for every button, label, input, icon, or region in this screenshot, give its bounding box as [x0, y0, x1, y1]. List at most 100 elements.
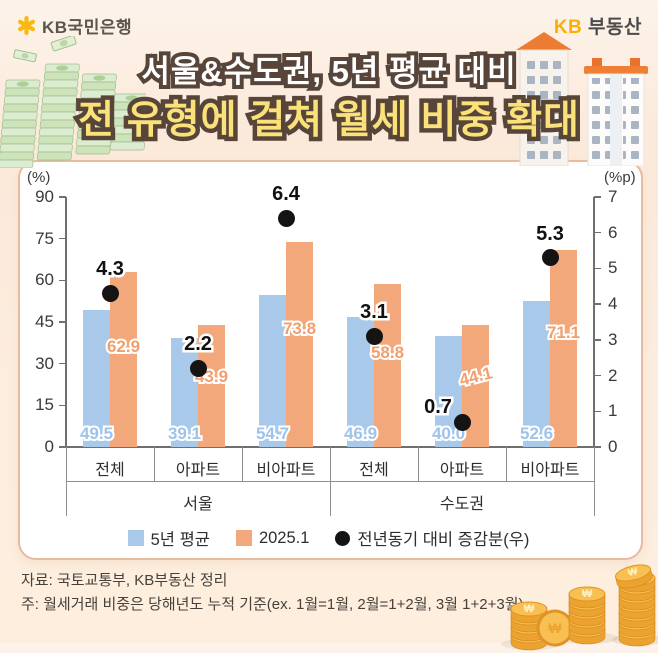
legend-label: 5년 평균 — [150, 531, 210, 549]
legend-label: 전년동기 대비 증감분(우) — [357, 531, 530, 549]
right-tick-label: 3 — [608, 329, 618, 349]
won-coin-icon: ₩ ₩ ₩ ₩ — [501, 561, 658, 651]
left-tick-label: 60 — [35, 270, 54, 290]
page-title-line1: 서울&수도권, 5년 평균 대비 서울&수도권, 5년 평균 대비 — [0, 50, 658, 94]
dot-value-label: 4.3 4.3 — [94, 256, 127, 283]
method-note: 주: 월세거래 비중은 당해년도 누적 기준(ex. 1월=1월, 2월=1+2… — [21, 596, 524, 613]
right-tick-mark — [594, 374, 601, 377]
bar-value-5yr-avg: 49.5 49.5 — [78, 422, 115, 445]
bar-value-5yr-avg: 52.6 52.6 — [518, 422, 555, 445]
brand-name-text: 부동산 — [588, 17, 642, 38]
right-tick-mark — [594, 410, 601, 412]
right-tick-mark — [594, 446, 601, 448]
right-tick-mark — [594, 232, 601, 234]
bar-5yr-avg — [259, 295, 286, 447]
svg-text:₩: ₩ — [524, 603, 535, 615]
category-label: 아파트 — [175, 462, 221, 479]
bar-value-2025: 71.1 71.1 — [545, 321, 582, 344]
right-tick-mark — [594, 196, 601, 198]
right-tick-label: 4 — [608, 294, 618, 314]
right-axis-line — [593, 197, 595, 447]
left-axis-unit: (%) — [27, 169, 51, 186]
category-separator — [418, 447, 420, 481]
left-tick-label: 15 — [35, 395, 54, 415]
bar-value-5yr-avg: 40.0 40.0 — [430, 422, 467, 445]
svg-text:₩: ₩ — [627, 566, 639, 579]
footer-notes: 자료: 국토교통부, KB부동산 정리 주: 월세거래 비중은 당해년도 누적 … — [21, 569, 524, 617]
group-label: 수도권 — [439, 496, 485, 513]
title-line1-text: 서울&수도권, 5년 평균 대비 — [141, 54, 517, 89]
left-tick-mark — [59, 404, 66, 407]
brand-kb-text: KB — [553, 17, 583, 38]
category-label: 전체 — [359, 462, 389, 479]
right-tick-mark — [594, 267, 601, 270]
category-label: 비아파트 — [520, 462, 580, 479]
yoy-change-dot — [189, 359, 207, 377]
dot-value-label: 0.7 0.7 — [422, 394, 455, 421]
group-separator — [330, 447, 332, 516]
x-axis-line — [66, 446, 594, 448]
group-separator — [594, 447, 596, 516]
bar-value-2025: 58.8 58.8 — [369, 341, 406, 364]
yoy-change-dot — [277, 209, 295, 227]
left-tick-mark — [59, 237, 66, 240]
svg-text:₩: ₩ — [582, 588, 593, 600]
left-tick-mark — [59, 362, 66, 365]
bar-2025 — [550, 249, 577, 447]
bar-value-5yr-avg: 54.7 54.7 — [254, 422, 291, 445]
category-separator — [242, 447, 244, 481]
building-icon — [516, 32, 648, 166]
yoy-change-dot — [541, 249, 559, 267]
chart-legend: 5년 평균 2025.1 전년동기 대비 증감분(우) — [18, 524, 639, 552]
legend-item: 전년동기 대비 증감분(우) — [335, 526, 529, 550]
right-tick-label: 1 — [608, 401, 618, 421]
category-label: 아파트 — [439, 462, 485, 479]
right-tick-mark — [594, 339, 601, 341]
left-tick-label: 75 — [35, 228, 54, 248]
right-tick-mark — [594, 303, 601, 305]
category-label: 전체 — [95, 462, 125, 479]
yoy-change-dot — [101, 284, 119, 302]
dot-value-label: 3.1 3.1 — [358, 299, 391, 326]
bar-2025 — [286, 242, 313, 447]
dot-value-label: 6.4 6.4 — [270, 181, 303, 208]
title-line2-text: 전 유형에 걸쳐 월세 비중 확대 — [78, 99, 580, 142]
legend-square-marker — [127, 530, 144, 546]
left-tick-label: 90 — [35, 187, 54, 206]
bar-2025 — [110, 272, 137, 447]
bar-2025 — [374, 283, 401, 447]
bar-value-2025: 62.9 62.9 — [105, 335, 142, 358]
right-tick-label: 5 — [608, 258, 618, 278]
left-tick-label: 0 — [44, 437, 54, 456]
building-back — [516, 32, 572, 166]
left-tick-mark — [59, 321, 66, 323]
bar-5yr-avg — [171, 338, 198, 447]
title-line1-outline: 서울&수도권, 5년 평균 대비 — [137, 50, 519, 93]
legend-dot-marker — [335, 530, 351, 546]
right-tick-label: 7 — [608, 187, 618, 206]
right-tick-label: 6 — [608, 222, 618, 242]
right-tick-label: 0 — [608, 437, 618, 456]
right-tick-label: 2 — [608, 365, 618, 385]
page-title: 서울&수도권, 5년 평균 대비 서울&수도권, 5년 평균 대비 전 유형에 … — [0, 50, 658, 147]
bar-2025 — [198, 325, 225, 447]
svg-text:₩: ₩ — [548, 620, 562, 636]
kb-bank-logo: KB국민은행 — [16, 13, 132, 38]
legend-item: 2025.1 — [235, 529, 309, 548]
left-tick-mark — [59, 196, 66, 198]
bank-logo-text: KB국민은행 — [42, 18, 133, 37]
right-axis-unit: (%p) — [604, 169, 636, 186]
money-stack-icon — [0, 36, 146, 168]
category-separator — [506, 447, 508, 481]
group-separator — [66, 447, 68, 516]
category-label: 비아파트 — [256, 462, 316, 479]
title-line2-outline: 전 유형에 걸쳐 월세 비중 확대 — [74, 95, 584, 147]
kb-star-icon — [18, 16, 35, 35]
bar-5yr-avg — [83, 309, 110, 447]
group-label: 서울 — [183, 496, 213, 513]
category-separator — [154, 447, 156, 481]
left-tick-label: 30 — [35, 353, 54, 373]
building-front — [584, 58, 648, 166]
bar-5yr-avg — [523, 300, 550, 447]
